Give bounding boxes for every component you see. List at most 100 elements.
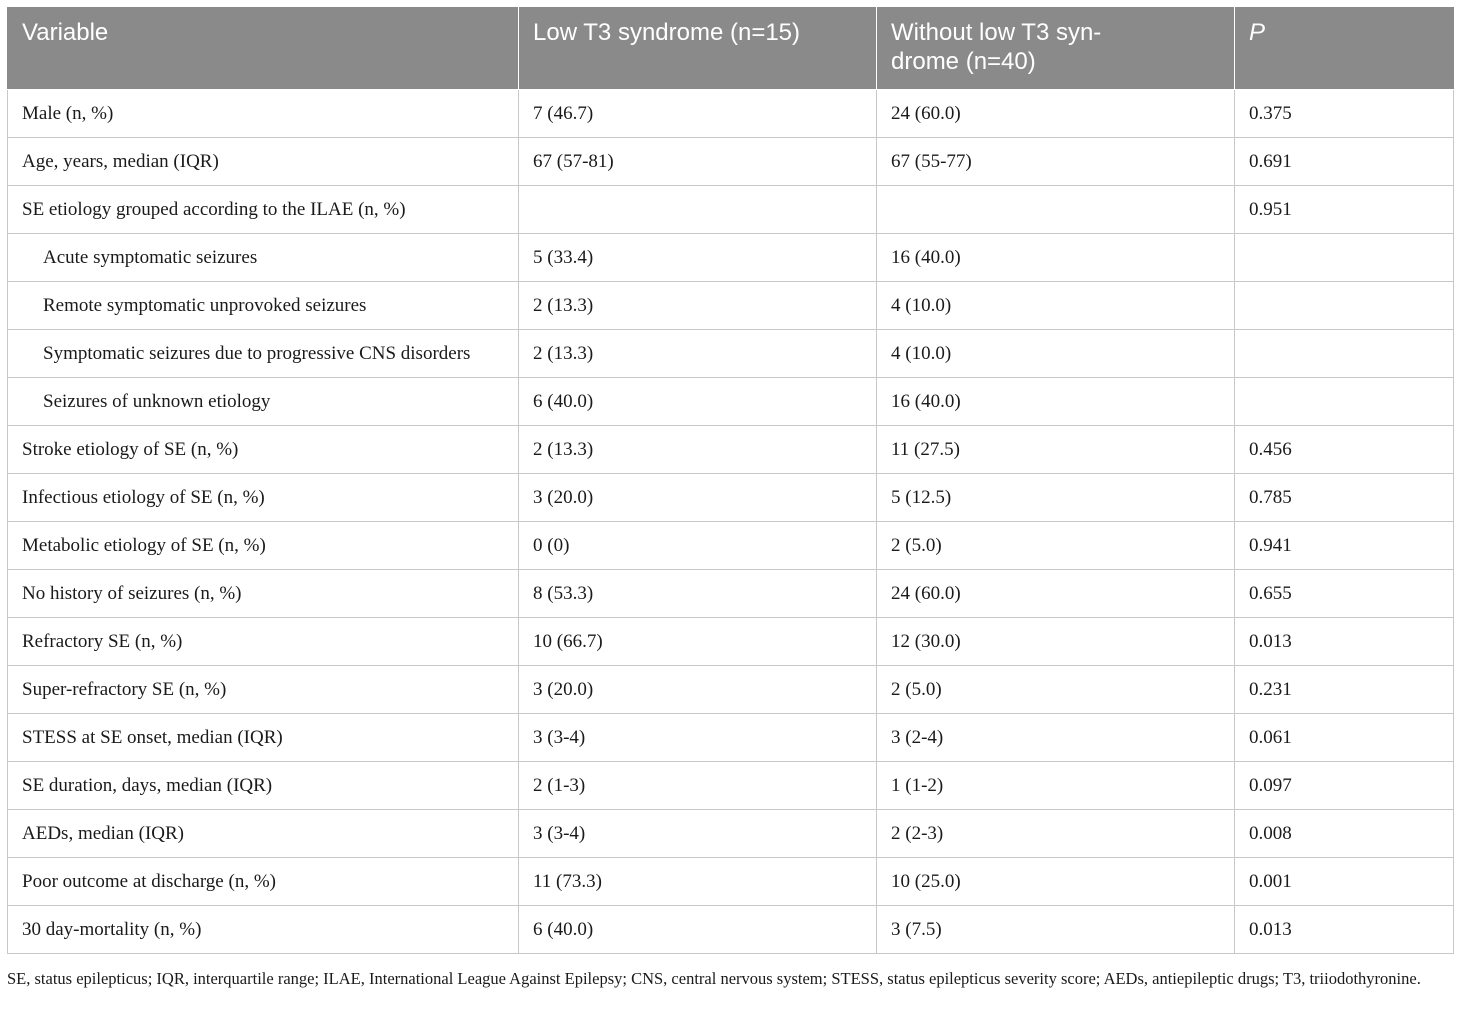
cell-variable: Super-refractory SE (n, %) bbox=[7, 665, 519, 714]
cell-without-low-t3: 24 (60.0) bbox=[876, 89, 1235, 138]
cell-variable: Infectious etiology of SE (n, %) bbox=[7, 473, 519, 522]
cell-low-t3: 2 (13.3) bbox=[518, 329, 877, 378]
table-row: No history of seizures (n, %) 8 (53.3) 24 … bbox=[7, 569, 1454, 618]
cell-low-t3: 3 (3-4) bbox=[518, 713, 877, 762]
cell-p-value bbox=[1234, 281, 1454, 330]
cell-variable: Poor outcome at discharge (n, %) bbox=[7, 857, 519, 906]
cell-low-t3: 3 (20.0) bbox=[518, 473, 877, 522]
cell-without-low-t3: 2 (2-3) bbox=[876, 809, 1235, 858]
table-row: Seizures of unknown etiology 6 (40.0) 16 (… bbox=[7, 377, 1454, 426]
cell-without-low-t3: 3 (7.5) bbox=[876, 905, 1235, 954]
cell-variable: STESS at SE onset, median (IQR) bbox=[7, 713, 519, 762]
header-low-t3: Low T3 syndrome (n=15) bbox=[518, 7, 877, 90]
cell-variable: Refractory SE (n, %) bbox=[7, 617, 519, 666]
cell-p-value: 0.941 bbox=[1234, 521, 1454, 570]
cell-without-low-t3: 16 (40.0) bbox=[876, 377, 1235, 426]
cell-low-t3 bbox=[518, 185, 877, 234]
table-row: AEDs, median (IQR) 3 (3-4) 2 (2-3) 0.008 bbox=[7, 809, 1454, 858]
cell-p-value: 0.785 bbox=[1234, 473, 1454, 522]
header-without-line2: drome (n=40) bbox=[891, 48, 1036, 75]
cell-low-t3: 6 (40.0) bbox=[518, 905, 877, 954]
table-row: Symptomatic seizures due to progressive … bbox=[7, 329, 1454, 378]
cell-variable: Acute symptomatic seizures bbox=[7, 233, 519, 282]
cell-low-t3: 8 (53.3) bbox=[518, 569, 877, 618]
cell-without-low-t3: 2 (5.0) bbox=[876, 521, 1235, 570]
cell-variable: AEDs, median (IQR) bbox=[7, 809, 519, 858]
header-without-low-t3: Without low T3 syn-drome (n=40) bbox=[876, 7, 1235, 90]
table-row: STESS at SE onset, median (IQR) 3 (3-4) 3 … bbox=[7, 713, 1454, 762]
table-row: SE etiology grouped according to the ILA… bbox=[7, 185, 1454, 234]
cell-variable: Age, years, median (IQR) bbox=[7, 137, 519, 186]
cell-without-low-t3: 10 (25.0) bbox=[876, 857, 1235, 906]
cell-p-value: 0.655 bbox=[1234, 569, 1454, 618]
header-row: Variable Low T3 syndrome (n=15) Without … bbox=[7, 7, 1454, 90]
cell-without-low-t3: 3 (2-4) bbox=[876, 713, 1235, 762]
table-row: Male (n, %) 7 (46.7) 24 (60.0) 0.375 bbox=[7, 89, 1454, 138]
cell-p-value: 0.013 bbox=[1234, 617, 1454, 666]
cell-p-value: 0.691 bbox=[1234, 137, 1454, 186]
cell-without-low-t3: 2 (5.0) bbox=[876, 665, 1235, 714]
cell-low-t3: 11 (73.3) bbox=[518, 857, 877, 906]
cell-without-low-t3: 12 (30.0) bbox=[876, 617, 1235, 666]
table-row: SE duration, days, median (IQR) 2 (1-3) 1 … bbox=[7, 761, 1454, 810]
cell-low-t3: 5 (33.4) bbox=[518, 233, 877, 282]
cell-p-value: 0.008 bbox=[1234, 809, 1454, 858]
cell-without-low-t3 bbox=[876, 185, 1235, 234]
cell-p-value bbox=[1234, 377, 1454, 426]
table-row: Super-refractory SE (n, %) 3 (20.0) 2 (5.0… bbox=[7, 665, 1454, 714]
header-p-value: P bbox=[1234, 7, 1454, 90]
cell-without-low-t3: 16 (40.0) bbox=[876, 233, 1235, 282]
table-row: Metabolic etiology of SE (n, %) 0 (0) 2 (5… bbox=[7, 521, 1454, 570]
cell-without-low-t3: 4 (10.0) bbox=[876, 329, 1235, 378]
cell-p-value: 0.231 bbox=[1234, 665, 1454, 714]
cell-without-low-t3: 1 (1-2) bbox=[876, 761, 1235, 810]
cell-p-value: 0.951 bbox=[1234, 185, 1454, 234]
cell-p-value: 0.375 bbox=[1234, 89, 1454, 138]
cell-variable: 30 day-mortality (n, %) bbox=[7, 905, 519, 954]
cell-variable: Seizures of unknown etiology bbox=[7, 377, 519, 426]
table-container: Variable Low T3 syndrome (n=15) Without … bbox=[7, 7, 1454, 954]
cell-variable: Symptomatic seizures due to progressive … bbox=[7, 329, 519, 378]
table-row: Age, years, median (IQR) 67 (57-81) 67 (55… bbox=[7, 137, 1454, 186]
cell-low-t3: 10 (66.7) bbox=[518, 617, 877, 666]
data-table: Variable Low T3 syndrome (n=15) Without … bbox=[7, 7, 1454, 954]
table-row: Refractory SE (n, %) 10 (66.7) 12 (30.0) 0.… bbox=[7, 617, 1454, 666]
cell-variable: SE etiology grouped according to the ILA… bbox=[7, 185, 519, 234]
table-row: 30 day-mortality (n, %) 6 (40.0) 3 (7.5) 0.… bbox=[7, 905, 1454, 954]
cell-without-low-t3: 67 (55-77) bbox=[876, 137, 1235, 186]
cell-p-value: 0.013 bbox=[1234, 905, 1454, 954]
cell-low-t3: 2 (13.3) bbox=[518, 425, 877, 474]
header-without-line1: Without low T3 syn- bbox=[891, 19, 1102, 46]
cell-without-low-t3: 4 (10.0) bbox=[876, 281, 1235, 330]
cell-without-low-t3: 24 (60.0) bbox=[876, 569, 1235, 618]
cell-low-t3: 0 (0) bbox=[518, 521, 877, 570]
header-variable: Variable bbox=[7, 7, 519, 90]
cell-variable: Stroke etiology of SE (n, %) bbox=[7, 425, 519, 474]
cell-low-t3: 3 (3-4) bbox=[518, 809, 877, 858]
table-row: Acute symptomatic seizures 5 (33.4) 16 (40… bbox=[7, 233, 1454, 282]
cell-low-t3: 7 (46.7) bbox=[518, 89, 877, 138]
cell-p-value: 0.061 bbox=[1234, 713, 1454, 762]
cell-p-value bbox=[1234, 329, 1454, 378]
cell-low-t3: 3 (20.0) bbox=[518, 665, 877, 714]
cell-variable: Remote symptomatic unprovoked seizures bbox=[7, 281, 519, 330]
table-body: Male (n, %) 7 (46.7) 24 (60.0) 0.375 Age, ye… bbox=[7, 89, 1454, 954]
cell-variable: Male (n, %) bbox=[7, 89, 519, 138]
cell-p-value: 0.456 bbox=[1234, 425, 1454, 474]
table-row: Stroke etiology of SE (n, %) 2 (13.3) 11 (… bbox=[7, 425, 1454, 474]
cell-p-value bbox=[1234, 233, 1454, 282]
cell-p-value: 0.001 bbox=[1234, 857, 1454, 906]
cell-low-t3: 6 (40.0) bbox=[518, 377, 877, 426]
table-row: Poor outcome at discharge (n, %) 11 (73.3… bbox=[7, 857, 1454, 906]
cell-without-low-t3: 11 (27.5) bbox=[876, 425, 1235, 474]
cell-variable: Metabolic etiology of SE (n, %) bbox=[7, 521, 519, 570]
cell-low-t3: 67 (57-81) bbox=[518, 137, 877, 186]
cell-without-low-t3: 5 (12.5) bbox=[876, 473, 1235, 522]
table-row: Infectious etiology of SE (n, %) 3 (20.0)… bbox=[7, 473, 1454, 522]
cell-low-t3: 2 (1-3) bbox=[518, 761, 877, 810]
cell-variable: No history of seizures (n, %) bbox=[7, 569, 519, 618]
cell-variable: SE duration, days, median (IQR) bbox=[7, 761, 519, 810]
table-footnote: SE, status epilepticus; IQR, interquarti… bbox=[7, 969, 1421, 988]
cell-low-t3: 2 (13.3) bbox=[518, 281, 877, 330]
cell-p-value: 0.097 bbox=[1234, 761, 1454, 810]
